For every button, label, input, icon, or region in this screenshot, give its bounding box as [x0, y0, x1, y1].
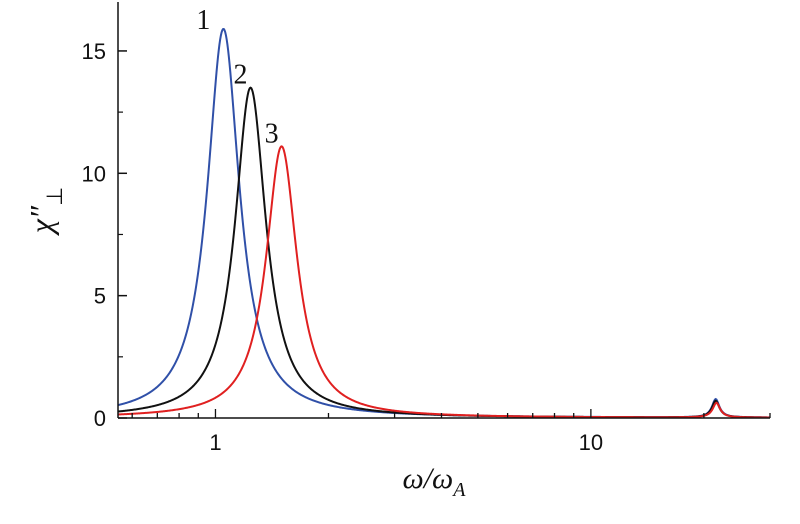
y-axis-title: χ″⊥ [23, 187, 67, 237]
series-line-3 [117, 145, 771, 419]
x-axis-title-sub: A [451, 479, 466, 501]
y-tick-label-15: 15 [82, 39, 106, 64]
series-line-1 [117, 28, 771, 419]
curve-label-1: 1 [196, 5, 210, 36]
curves [117, 28, 771, 419]
y-tick-label-0: 0 [94, 406, 106, 431]
x-axis-title-main: ω/ω [403, 462, 454, 495]
ticks: 0 5 10 15 1 10 [82, 39, 771, 455]
x-axis-title: ω/ωA [403, 462, 467, 501]
x-tick-label-10: 10 [579, 430, 603, 455]
y-axis-title-sub: ⊥ [42, 187, 67, 206]
curve-label-3: 3 [265, 118, 279, 149]
curve-label-2: 2 [234, 60, 248, 91]
y-axis-title-main: χ″ [23, 205, 59, 236]
x-tick-label-1: 1 [209, 430, 221, 455]
axes [117, 2, 770, 419]
y-tick-label-10: 10 [82, 161, 106, 186]
series-line-2 [117, 86, 771, 419]
y-tick-label-5: 5 [94, 284, 106, 309]
curve-labels: 123 [196, 5, 278, 149]
